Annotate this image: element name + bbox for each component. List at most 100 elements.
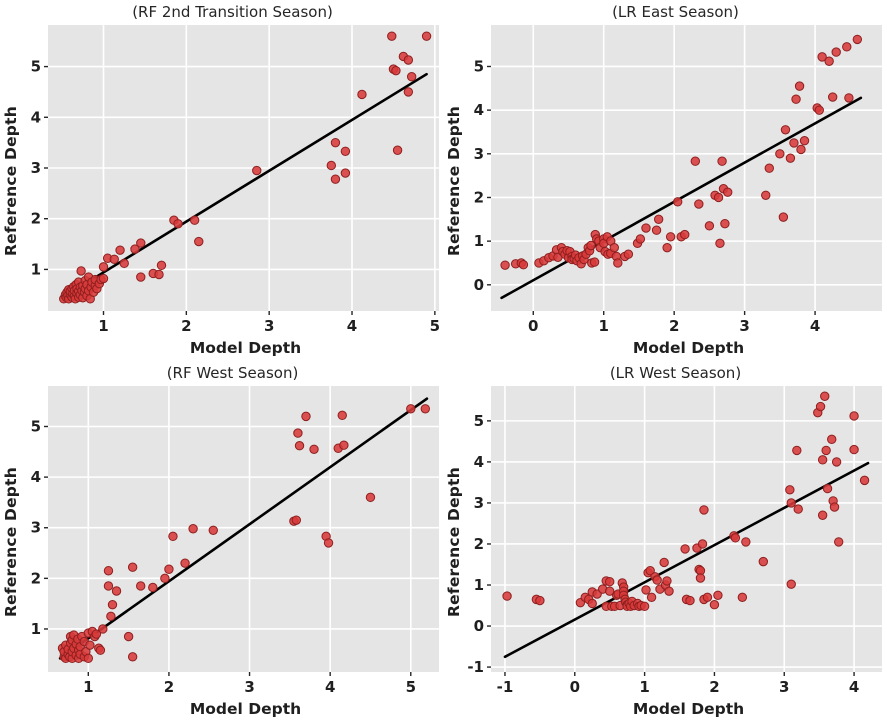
scatter-point: [672, 197, 683, 207]
scatter-point: [695, 573, 706, 583]
scatter-point: [111, 586, 122, 596]
y-axis-label: Reference Depth: [2, 466, 21, 617]
scatter-point: [831, 457, 842, 467]
scatter-point: [188, 524, 198, 534]
scatter-point: [702, 592, 713, 603]
y-axis-label-wrap: Reference Depth: [0, 385, 22, 698]
scatter-point: [391, 65, 401, 76]
scatter-point: [786, 579, 796, 589]
y-axis-label-wrap: Reference Depth: [443, 385, 465, 698]
y-tick-label: 4: [474, 101, 484, 119]
scatter-point: [208, 525, 218, 535]
scatter-point: [291, 515, 302, 525]
scatter-point: [365, 492, 376, 503]
scatter-point: [387, 31, 397, 41]
scatter-point: [613, 258, 623, 268]
x-tick-label: 4: [849, 678, 859, 696]
scatter-point: [715, 238, 725, 249]
y-tick-label: 1: [474, 576, 484, 594]
fit-line: [58, 397, 429, 660]
plot-background: [491, 386, 882, 672]
y-tick-label: 1: [31, 620, 41, 638]
scatter-point: [130, 244, 140, 254]
scatter-plot: -1 0 1 2 3 4 -1 0 1 2 3 4 5: [467, 386, 882, 696]
x-tick-label: 4: [810, 317, 820, 335]
scatter-point: [98, 273, 109, 284]
scatter-point: [98, 262, 109, 272]
scatter-point: [641, 223, 651, 233]
scatter-point: [123, 631, 134, 642]
scatter-point: [180, 558, 190, 568]
scatter-point: [849, 411, 859, 421]
scatter-point: [103, 566, 114, 576]
scatter-point: [690, 156, 701, 166]
scatter-point: [392, 145, 403, 155]
scatter-point: [340, 168, 351, 178]
scatter-point: [831, 47, 841, 57]
y-tick-label: 2: [31, 210, 41, 228]
scatter-point: [685, 595, 695, 606]
x-tick-label: 3: [264, 317, 274, 335]
scatter-point: [127, 652, 138, 662]
scatter-point: [852, 34, 863, 45]
scatter-point: [103, 581, 114, 591]
scatter-point: [737, 592, 748, 603]
scatter-point: [829, 502, 840, 512]
scatter-point: [194, 236, 204, 247]
scatter-point: [720, 218, 730, 229]
scatter-point: [699, 505, 709, 515]
x-tick-label: 1: [599, 317, 609, 335]
y-tick-label: 3: [474, 494, 484, 512]
x-axis-label: Model Depth: [189, 700, 302, 718]
scatter-point: [822, 483, 833, 494]
scatter-point: [849, 444, 859, 455]
scatter-point: [403, 55, 414, 65]
y-tick-label: 4: [474, 453, 484, 471]
x-tick-label: 2: [181, 317, 191, 335]
scatter-point: [665, 232, 676, 242]
panel-lr-east: (LR East Season) Reference Depth 0 1 2 3 4 0 1…: [443, 0, 887, 361]
scatter-point: [792, 445, 802, 456]
scatter-point: [168, 531, 178, 542]
scatter-point: [799, 136, 810, 146]
scatter-point: [824, 56, 834, 66]
y-tick-label: 2: [31, 569, 41, 587]
x-tick-label: 0: [528, 317, 538, 335]
scatter-point: [609, 242, 619, 253]
scatter-point: [680, 544, 690, 554]
scatter-point: [91, 629, 102, 639]
scatter-point: [780, 125, 791, 135]
scatter-point: [694, 199, 704, 209]
scatter-point: [535, 595, 545, 606]
scatter-point: [330, 137, 341, 148]
scatter-point: [844, 93, 854, 103]
x-axis-label: Model Depth: [632, 339, 745, 357]
scatter-point: [791, 94, 801, 104]
y-tick-label: 5: [31, 417, 41, 435]
scatter-point: [709, 600, 720, 610]
y-axis-label: Reference Depth: [2, 105, 21, 256]
scatter-point: [589, 257, 600, 267]
scatter-point: [502, 591, 512, 601]
scatter-point: [109, 254, 119, 264]
scatter-point: [337, 410, 347, 421]
scatter-point: [189, 215, 200, 225]
scatter-point: [339, 440, 349, 450]
scatter-point: [518, 260, 529, 270]
y-tick-label: 4: [31, 468, 41, 486]
y-tick-label: 3: [31, 159, 41, 177]
fit-line: [503, 461, 870, 659]
x-tick-label: 1: [639, 678, 649, 696]
scatter-point: [301, 411, 311, 422]
x-tick-label: 2: [669, 317, 679, 335]
scatter-point: [785, 153, 796, 163]
x-tick-label: 3: [739, 317, 749, 335]
scatter-point: [136, 581, 146, 591]
scatter-point: [713, 590, 723, 600]
plot-background: [491, 25, 882, 311]
x-axis-label: Model Depth: [189, 339, 302, 357]
scatter-point: [761, 190, 771, 200]
scatter-point: [645, 565, 655, 576]
scatter-point: [815, 401, 826, 412]
